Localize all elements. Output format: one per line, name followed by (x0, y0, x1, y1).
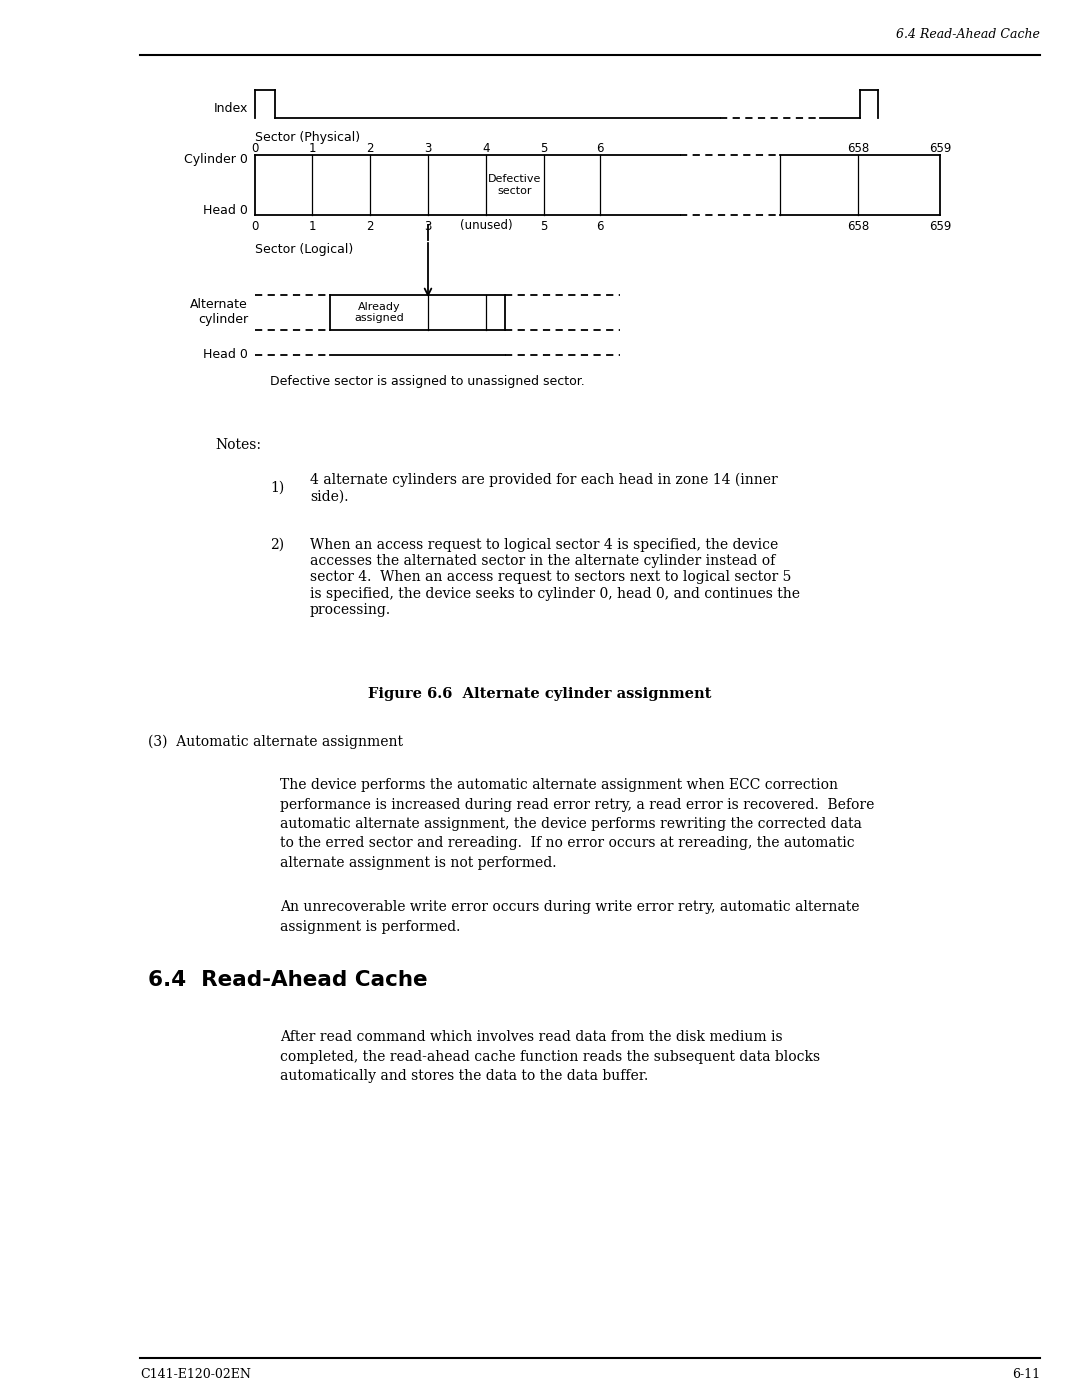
Text: 2): 2) (270, 538, 284, 552)
Text: 6: 6 (596, 141, 604, 155)
Text: Head 0: Head 0 (203, 204, 248, 217)
Text: 4 alternate cylinders are provided for each head in zone 14 (inner
side).: 4 alternate cylinders are provided for e… (310, 472, 778, 503)
Text: 1: 1 (308, 219, 315, 232)
Text: 6.4  Read-Ahead Cache: 6.4 Read-Ahead Cache (148, 970, 428, 990)
Text: Notes:: Notes: (215, 439, 261, 453)
Text: Defective
sector: Defective sector (488, 175, 542, 196)
Text: 4: 4 (483, 141, 489, 155)
Text: (unused): (unused) (460, 219, 512, 232)
Text: Head 0: Head 0 (203, 348, 248, 362)
Text: Already
assigned: Already assigned (354, 302, 404, 323)
Text: 659: 659 (929, 141, 951, 155)
Text: When an access request to logical sector 4 is specified, the device
accesses the: When an access request to logical sector… (310, 538, 800, 617)
Text: 1: 1 (308, 141, 315, 155)
Text: 2: 2 (366, 141, 374, 155)
Text: Sector (Physical): Sector (Physical) (255, 131, 360, 144)
Text: (3)  Automatic alternate assignment: (3) Automatic alternate assignment (148, 735, 403, 749)
Text: 3: 3 (424, 219, 432, 232)
Text: 0: 0 (252, 219, 259, 232)
Text: Figure 6.6  Alternate cylinder assignment: Figure 6.6 Alternate cylinder assignment (368, 687, 712, 701)
Text: After read command which involves read data from the disk medium is
completed, t: After read command which involves read d… (280, 1030, 820, 1083)
Text: 0: 0 (252, 141, 259, 155)
Text: The device performs the automatic alternate assignment when ECC correction
perfo: The device performs the automatic altern… (280, 778, 875, 870)
Text: An unrecoverable write error occurs during write error retry, automatic alternat: An unrecoverable write error occurs duri… (280, 900, 860, 933)
Text: Cylinder 0: Cylinder 0 (184, 154, 248, 166)
Text: Index: Index (214, 102, 248, 115)
Text: 6-11: 6-11 (1012, 1369, 1040, 1382)
Text: C141-E120-02EN: C141-E120-02EN (140, 1369, 251, 1382)
Text: 659: 659 (929, 219, 951, 232)
Text: Defective sector is assigned to unassigned sector.: Defective sector is assigned to unassign… (270, 376, 584, 388)
Text: Sector (Logical): Sector (Logical) (255, 243, 353, 257)
Text: 2: 2 (366, 219, 374, 232)
Text: 658: 658 (847, 219, 869, 232)
Text: 5: 5 (540, 219, 548, 232)
Text: 3: 3 (424, 141, 432, 155)
Text: Alternate
cylinder: Alternate cylinder (190, 299, 248, 327)
Text: 658: 658 (847, 141, 869, 155)
Text: 1): 1) (270, 481, 284, 495)
Text: 6: 6 (596, 219, 604, 232)
Text: 6.4 Read-Ahead Cache: 6.4 Read-Ahead Cache (896, 28, 1040, 42)
Text: 5: 5 (540, 141, 548, 155)
